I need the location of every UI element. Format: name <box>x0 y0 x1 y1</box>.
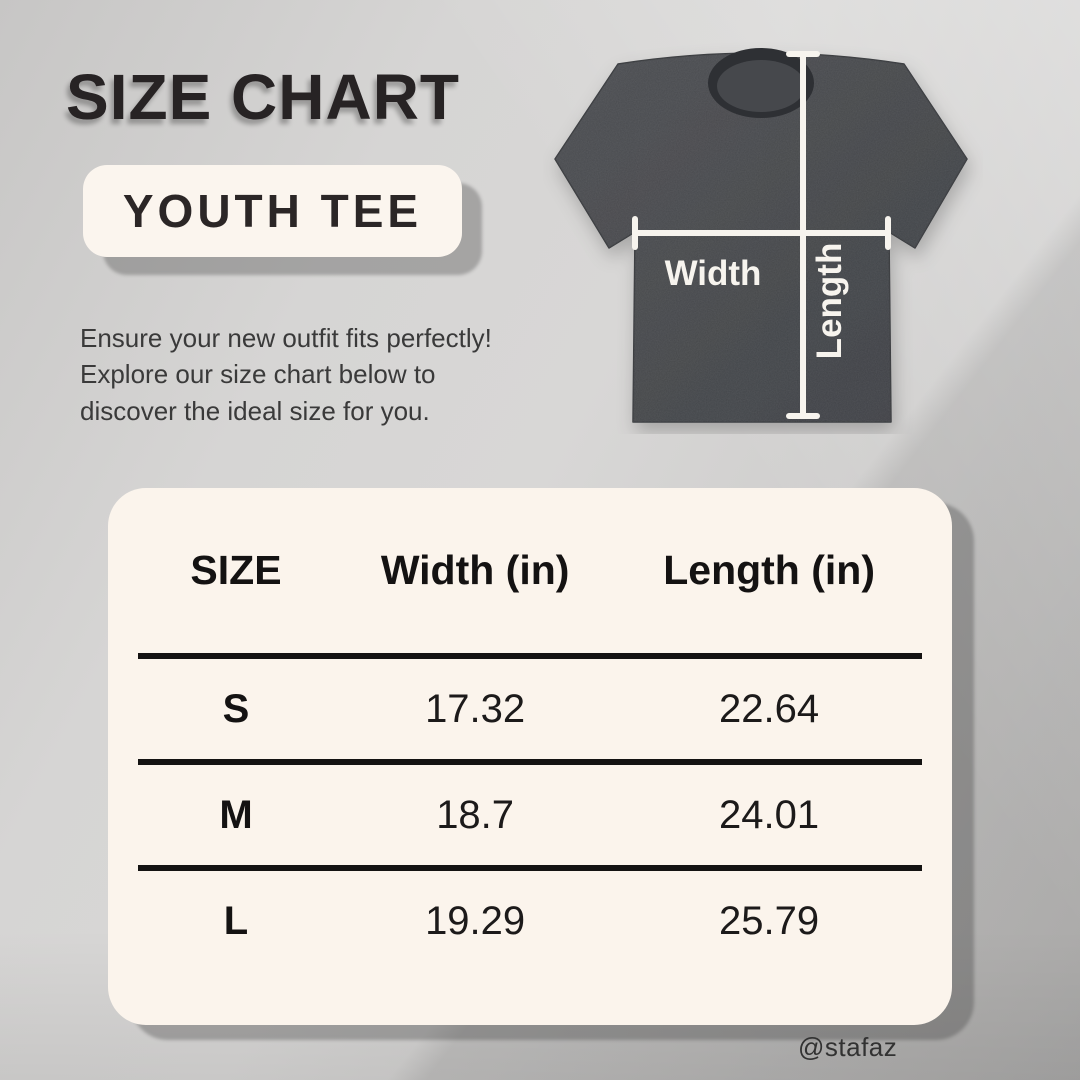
table-row: L 19.29 25.79 <box>138 865 922 971</box>
description-line: Explore our size chart below to <box>80 359 436 390</box>
tshirt-diagram: Width Length <box>554 48 968 423</box>
tshirt-collar-inner <box>717 60 805 112</box>
length-cell: 24.01 <box>719 792 820 837</box>
width-cell: 17.32 <box>425 686 526 731</box>
page-title: SIZE CHART <box>66 61 460 133</box>
width-cell: 19.29 <box>425 898 526 943</box>
table-row: S 17.32 22.64 <box>138 653 922 759</box>
table-row: M 18.7 24.01 <box>138 759 922 865</box>
width-label: Width <box>665 254 762 293</box>
column-header-length: Length (in) <box>663 547 875 593</box>
description-line: discover the ideal size for you. <box>80 395 430 426</box>
description-text: Ensure your new outfit fits perfectly! E… <box>80 320 560 429</box>
size-table-card: SIZE Width (in) Length (in) S 17.32 22.6… <box>108 488 952 1025</box>
size-cell: S <box>222 686 250 731</box>
column-header-width: Width (in) <box>380 547 570 593</box>
size-cell: L <box>223 898 249 943</box>
length-cell: 22.64 <box>719 686 820 731</box>
product-badge-label: YOUTH TEE <box>122 185 423 237</box>
watermark-handle: @stafaz <box>798 1032 898 1062</box>
size-cell: M <box>219 792 253 837</box>
description-line: Ensure your new outfit fits perfectly! <box>80 323 492 353</box>
length-label: Length <box>810 243 849 360</box>
table-header-row: SIZE Width (in) Length (in) <box>138 488 922 653</box>
length-cell: 25.79 <box>719 898 820 943</box>
measurement-lines <box>632 51 891 419</box>
width-cell: 18.7 <box>436 792 515 837</box>
product-badge: YOUTH TEE <box>83 165 462 257</box>
column-header-size: SIZE <box>190 547 282 593</box>
